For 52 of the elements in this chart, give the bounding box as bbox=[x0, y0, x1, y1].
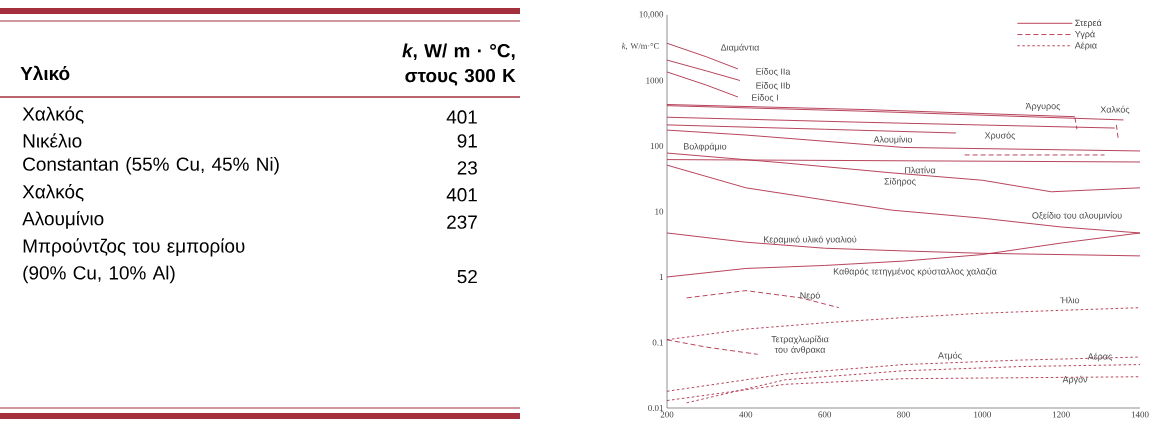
category-label: Αλουμίνιο bbox=[22, 210, 104, 229]
annotation: Τετραχλωρίδια του άνθρακα bbox=[771, 335, 829, 355]
text: k, W/ m · °C, στους 300 K bbox=[402, 43, 516, 86]
category-label: Constantan (55% Cu, 45% Ni) bbox=[23, 156, 279, 175]
annotation: Άργυρος bbox=[1025, 102, 1061, 112]
y-tick-label: 1000 bbox=[646, 77, 664, 84]
y-tick-label: 0.01 bbox=[648, 404, 663, 412]
category-label: Χαλκός bbox=[22, 184, 84, 202]
category-label: Χαλκός bbox=[22, 106, 84, 124]
text: Υλικό bbox=[20, 65, 70, 81]
data-label: 91 bbox=[457, 134, 477, 148]
category-label: Νικέλιο bbox=[23, 133, 82, 148]
annotation: Βολφράμιο bbox=[684, 142, 727, 152]
data-label: 401 bbox=[446, 188, 477, 202]
x-tick-label: 400 bbox=[739, 411, 753, 418]
data-label: 23 bbox=[457, 161, 477, 175]
annotation: Ήλιο bbox=[1060, 296, 1080, 304]
annotation: Οξείδιο του αλουμινίου bbox=[1032, 211, 1122, 221]
data-label: 52 bbox=[457, 269, 477, 284]
annotation: Χαλκός bbox=[1100, 105, 1130, 115]
annotation: Είδος IIb bbox=[756, 81, 790, 91]
x-tick-label: 1400 bbox=[1131, 411, 1149, 418]
annotation: Αργόν bbox=[1062, 375, 1088, 385]
annotation: Είδος IIa bbox=[756, 67, 791, 77]
annotation: Αλουμίνιο bbox=[873, 135, 913, 145]
annotation: Στερεά bbox=[1075, 19, 1102, 28]
x-tick-label: 1000 bbox=[974, 411, 991, 418]
y-tick-label: 10,000 bbox=[639, 11, 664, 19]
y-tick-label: 10 bbox=[655, 208, 664, 215]
data-label: 237 bbox=[447, 215, 477, 229]
y-tick-label: 0.1 bbox=[652, 339, 663, 346]
y-axis-title: k, W/m·°C bbox=[622, 42, 659, 51]
x-tick-label: 600 bbox=[818, 411, 832, 418]
annotation: Καθαρός τετηγμένος κρύσταλλος χαλαζία bbox=[833, 267, 997, 277]
y-tick-label: 100 bbox=[650, 142, 664, 150]
annotation: Σίδηρος bbox=[884, 177, 916, 187]
annotation: Χρυσός bbox=[984, 131, 1016, 141]
annotation: Αέρας bbox=[1087, 352, 1113, 362]
annotation: Πλατίνα bbox=[905, 166, 936, 174]
x-tick-label: 1200 bbox=[1052, 411, 1070, 418]
annotation: Υγρά bbox=[1074, 30, 1095, 40]
x-tick-label: 800 bbox=[897, 411, 910, 418]
annotation: Είδος I bbox=[752, 93, 778, 103]
y-tick-label: 1 bbox=[659, 274, 663, 280]
annotation: Διαμάντια bbox=[720, 43, 760, 53]
x-tick-label: 200 bbox=[660, 411, 674, 418]
category-label: Μπρούντζος του εμπορίου (90% Cu, 10% Al) bbox=[23, 238, 245, 284]
annotation: Νερό bbox=[800, 291, 820, 301]
annotation: Αέρια bbox=[1074, 41, 1097, 51]
annotation: Ατμός bbox=[938, 351, 962, 361]
data-label: 401 bbox=[446, 110, 477, 124]
annotation: Κεραμικό υλικό γυαλιού bbox=[764, 235, 857, 245]
